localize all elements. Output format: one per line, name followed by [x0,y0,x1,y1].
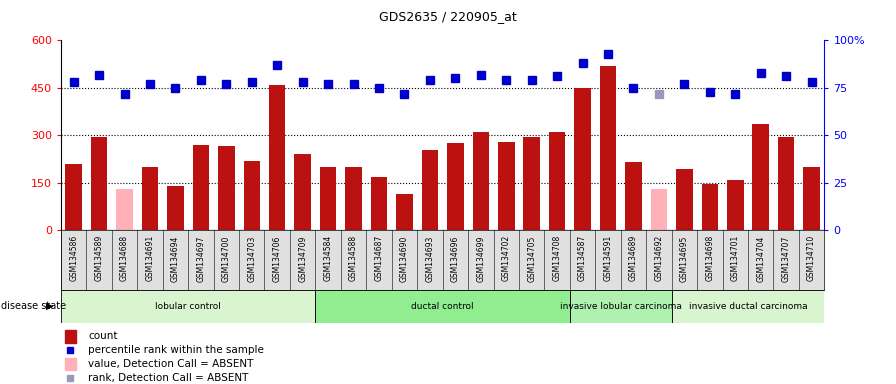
Text: GSM134688: GSM134688 [120,235,129,281]
Text: GSM134694: GSM134694 [171,235,180,281]
Text: GSM134706: GSM134706 [272,235,281,281]
Text: GSM134701: GSM134701 [731,235,740,281]
Bar [549,132,565,230]
Bar [727,180,744,230]
Text: GSM134695: GSM134695 [680,235,689,281]
Bar [650,189,668,230]
Bar [778,137,795,230]
Bar [625,162,642,230]
Bar [244,161,260,230]
Bar [168,186,184,230]
Text: invasive ductal carcinoma: invasive ductal carcinoma [689,302,807,311]
FancyBboxPatch shape [672,290,824,323]
Bar [142,167,159,230]
Text: GSM134692: GSM134692 [654,235,663,281]
Text: GSM134587: GSM134587 [578,235,587,281]
Text: GSM134703: GSM134703 [247,235,256,281]
Text: count: count [88,331,117,341]
Bar [599,66,616,230]
Text: percentile rank within the sample: percentile rank within the sample [88,345,264,355]
Text: disease state: disease state [1,301,66,311]
Bar [396,194,413,230]
Text: ductal control: ductal control [411,302,474,311]
Bar [753,124,769,230]
Text: value, Detection Call = ABSENT: value, Detection Call = ABSENT [88,359,254,369]
Bar [116,189,133,230]
Text: GSM134708: GSM134708 [553,235,562,281]
Text: rank, Detection Call = ABSENT: rank, Detection Call = ABSENT [88,372,248,382]
Text: GSM134691: GSM134691 [145,235,154,281]
Bar [218,146,235,230]
Bar [804,167,820,230]
Text: GSM134705: GSM134705 [527,235,536,281]
Text: GSM134709: GSM134709 [298,235,307,281]
Bar [447,143,463,230]
Text: GSM134710: GSM134710 [807,235,816,281]
Bar [371,177,387,230]
Text: GDS2635 / 220905_at: GDS2635 / 220905_at [379,10,517,23]
FancyBboxPatch shape [570,290,672,323]
Bar [269,85,286,230]
Bar [320,167,336,230]
Bar [574,88,590,230]
Text: GSM134591: GSM134591 [604,235,613,281]
Bar [472,132,489,230]
Bar [345,167,362,230]
Bar [65,164,82,230]
Text: GSM134584: GSM134584 [323,235,332,281]
Bar [295,154,311,230]
Text: invasive lobular carcinoma: invasive lobular carcinoma [560,302,682,311]
Bar [193,145,209,230]
Bar [676,169,693,230]
Text: GSM134698: GSM134698 [705,235,714,281]
Text: ▶: ▶ [47,301,54,311]
Text: GSM134689: GSM134689 [629,235,638,281]
Text: GSM134707: GSM134707 [781,235,790,281]
Text: lobular control: lobular control [155,302,221,311]
Text: GSM134687: GSM134687 [375,235,383,281]
Bar [90,137,108,230]
Text: GSM134697: GSM134697 [196,235,205,281]
Text: GSM134699: GSM134699 [477,235,486,281]
Text: GSM134693: GSM134693 [426,235,435,281]
Text: GSM134586: GSM134586 [69,235,78,281]
Bar [65,330,76,343]
Text: GSM134690: GSM134690 [400,235,409,281]
Text: GSM134702: GSM134702 [502,235,511,281]
Bar [422,150,438,230]
Bar [65,358,76,371]
Text: GSM134700: GSM134700 [222,235,231,281]
Bar [523,137,540,230]
FancyBboxPatch shape [61,290,315,323]
Bar [498,142,514,230]
Text: GSM134588: GSM134588 [349,235,358,281]
Text: GSM134589: GSM134589 [95,235,104,281]
Text: GSM134704: GSM134704 [756,235,765,281]
FancyBboxPatch shape [315,290,570,323]
Text: GSM134696: GSM134696 [451,235,460,281]
Bar [702,184,718,230]
